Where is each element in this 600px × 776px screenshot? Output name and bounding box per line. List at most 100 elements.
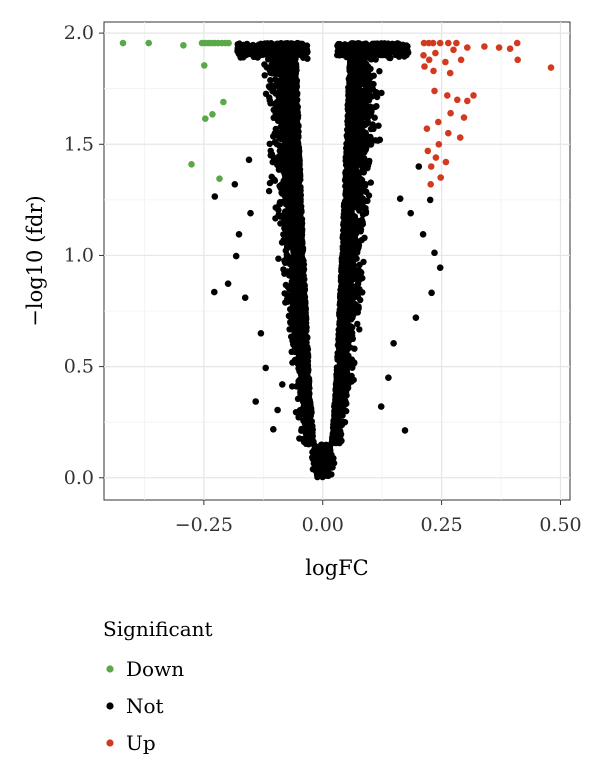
point-not <box>268 151 276 158</box>
point-not <box>289 333 297 340</box>
point-not <box>288 348 295 355</box>
point-not <box>285 161 293 169</box>
grid-lines <box>104 22 570 500</box>
point-not <box>350 184 358 191</box>
point-not <box>306 414 314 422</box>
point-not <box>289 227 296 235</box>
point-not <box>345 268 352 275</box>
point-not <box>301 372 308 379</box>
point-not <box>266 140 273 147</box>
point-not <box>298 425 305 433</box>
point-not <box>275 255 282 262</box>
point-not <box>280 177 287 184</box>
point-not <box>350 257 357 264</box>
point-not <box>240 41 247 49</box>
point-not <box>347 101 354 109</box>
point-not <box>357 218 364 226</box>
point-not <box>342 388 350 396</box>
point-not <box>301 287 308 294</box>
point-not <box>293 339 300 347</box>
point-not <box>375 122 382 129</box>
point-not <box>364 63 372 70</box>
point-not <box>360 169 367 176</box>
point-not <box>271 65 278 73</box>
point-not <box>342 197 349 204</box>
point-not <box>288 281 295 288</box>
point-not <box>387 54 394 62</box>
point-not <box>297 229 304 236</box>
point-not <box>282 197 289 205</box>
point-not <box>282 208 289 215</box>
point-not <box>344 177 351 184</box>
point-not <box>373 103 380 110</box>
point-not <box>285 54 292 61</box>
point-not <box>278 67 286 75</box>
point-not <box>332 396 339 404</box>
point-not <box>342 215 349 223</box>
point-not <box>332 414 339 422</box>
point-not <box>306 424 314 432</box>
point-not <box>364 162 372 169</box>
point-not <box>287 216 295 223</box>
point-not <box>278 143 285 150</box>
point-not <box>293 218 300 225</box>
point-not <box>275 163 283 171</box>
point-not <box>332 433 340 441</box>
point-not <box>343 189 350 196</box>
point-not <box>301 340 309 347</box>
point-not <box>271 100 278 108</box>
point-not <box>281 290 288 297</box>
point-not <box>366 79 374 87</box>
point-not <box>337 428 344 435</box>
point-not <box>309 455 316 463</box>
point-not <box>292 262 300 269</box>
point-not <box>293 80 300 87</box>
point-not <box>403 42 410 49</box>
point-not <box>277 184 284 191</box>
point-not <box>285 312 293 320</box>
point-not <box>340 402 348 409</box>
point-not <box>271 114 279 121</box>
point-not <box>328 451 335 458</box>
point-not <box>362 75 370 82</box>
point-not <box>376 50 383 57</box>
point-not <box>270 106 277 114</box>
point-not <box>271 177 279 184</box>
point-not <box>354 320 361 328</box>
point-not <box>300 281 307 289</box>
point-not <box>272 125 279 133</box>
point-not <box>287 60 295 67</box>
point-not <box>295 328 302 336</box>
point-not <box>278 152 286 159</box>
point-not <box>342 331 350 338</box>
point-not <box>344 147 351 154</box>
point-not <box>266 179 274 187</box>
point-not <box>281 270 288 277</box>
point-not <box>261 72 268 79</box>
point-not <box>277 220 284 227</box>
point-not <box>370 125 377 132</box>
point-not <box>336 422 344 430</box>
point-not <box>338 411 345 419</box>
point-not <box>343 407 350 415</box>
point-not <box>351 359 358 366</box>
point-not <box>301 334 308 342</box>
point-not <box>276 199 284 206</box>
point-not <box>359 69 366 76</box>
point-not <box>340 203 348 210</box>
point-not <box>367 133 374 141</box>
point-not <box>286 188 293 195</box>
point-not <box>376 68 383 75</box>
point-not <box>343 230 350 238</box>
point-not <box>267 69 274 77</box>
point-not <box>284 153 292 160</box>
point-not <box>280 118 287 126</box>
point-not <box>338 388 345 396</box>
point-not <box>281 257 288 264</box>
point-not <box>266 97 273 104</box>
point-not <box>357 268 364 276</box>
point-not <box>346 252 353 259</box>
point-not <box>362 110 369 117</box>
point-not <box>295 413 303 420</box>
